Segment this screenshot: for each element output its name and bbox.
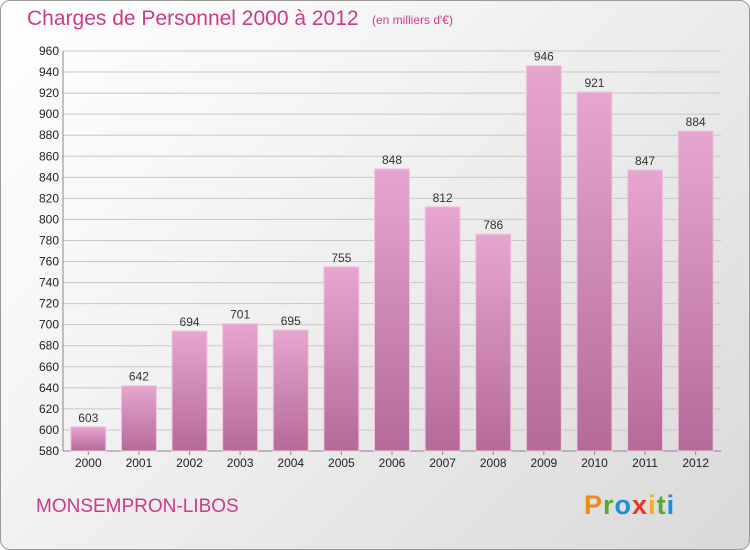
x-tick-label: 2004 [277,456,304,470]
bar [171,330,208,452]
y-tick-label: 840 [39,170,59,184]
logo-letter: t [656,490,667,520]
y-tick-label: 660 [39,360,59,374]
bar [424,206,461,452]
logo-letter: r [603,490,615,520]
data-label: 921 [584,76,604,90]
x-tick-label: 2003 [227,456,254,470]
logo-letter: o [614,490,633,520]
x-tick-label: 2000 [75,456,102,470]
x-tick-label: 2002 [176,456,203,470]
y-tick-label: 680 [39,339,59,353]
data-label: 695 [281,314,301,328]
y-tick-label: 780 [39,233,59,247]
bar [576,91,613,452]
y-tick-label: 820 [39,191,59,205]
data-label: 847 [635,154,655,168]
commune-name: MONSEMPRON-LIBOS [36,496,239,517]
logo-letter: P [584,490,604,520]
y-tick-label: 880 [39,128,59,142]
logo-letter: x [632,490,649,520]
proxiti-logo[interactable]: Proxiti [584,490,675,521]
y-tick-label: 640 [39,381,59,395]
x-tick-label: 2001 [126,456,153,470]
y-tick-label: 700 [39,318,59,332]
labels: 580 600 620 640 660 680 700 720 740 760 780 800 820 8… [39,44,709,470]
bar [525,65,562,452]
data-label: 884 [686,115,706,129]
bars [70,65,714,452]
data-label: 642 [129,370,149,384]
bar [374,168,410,452]
data-label: 786 [483,218,503,232]
y-tick-label: 860 [39,149,59,163]
logo-letter: i [666,490,676,520]
x-tick-label: 2007 [429,456,456,470]
y-tick-label: 800 [39,212,59,226]
y-tick-label: 720 [39,297,59,311]
x-tick-label: 2012 [682,456,709,470]
y-tick-label: 580 [39,444,59,458]
x-tick-label: 2010 [581,456,608,470]
bar [627,169,664,452]
y-tick-label: 900 [39,107,59,121]
y-tick-label: 600 [39,423,59,437]
data-label: 701 [230,308,250,322]
data-label: 603 [78,411,98,425]
chart-title: Charges de Personnel 2000 à 2012 [27,7,359,30]
chart-subtitle: (en milliers d'€) [372,13,453,27]
x-tick-label: 2011 [632,456,658,470]
bar [323,266,360,452]
y-tick-label: 740 [39,276,59,290]
data-label: 848 [382,153,402,167]
y-tick-label: 940 [39,65,59,79]
y-tick-label: 760 [39,255,59,269]
data-label: 694 [180,315,200,329]
bar [120,385,157,452]
data-label: 946 [534,50,554,64]
bar [70,426,107,452]
x-tick-label: 2008 [480,456,507,470]
data-label: 755 [331,251,351,265]
y-tick-label: 620 [39,402,59,416]
y-tick-label: 920 [39,86,59,100]
bar [677,130,714,452]
x-tick-label: 2006 [379,456,406,470]
y-tick-label: 960 [39,44,59,58]
bar [272,329,309,452]
bar [222,323,259,452]
x-tick-label: 2005 [328,456,355,470]
data-label: 812 [433,191,453,205]
bar [475,233,512,452]
x-tick-label: 2009 [530,456,557,470]
logo-letter: i [648,490,657,520]
